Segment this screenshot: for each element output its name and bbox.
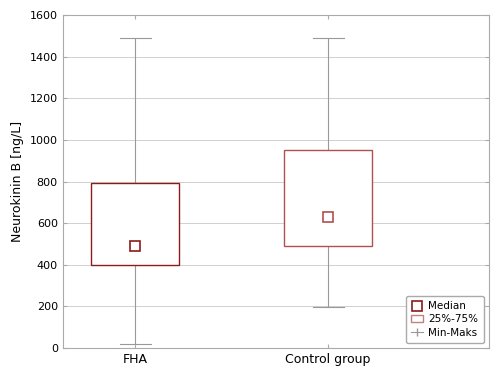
Bar [284,150,372,246]
Bar [91,182,180,265]
Legend: Median, 25%-75%, Min-Maks: Median, 25%-75%, Min-Maks [406,296,483,343]
Y-axis label: Neurokinin B [ng/L]: Neurokinin B [ng/L] [11,121,24,242]
